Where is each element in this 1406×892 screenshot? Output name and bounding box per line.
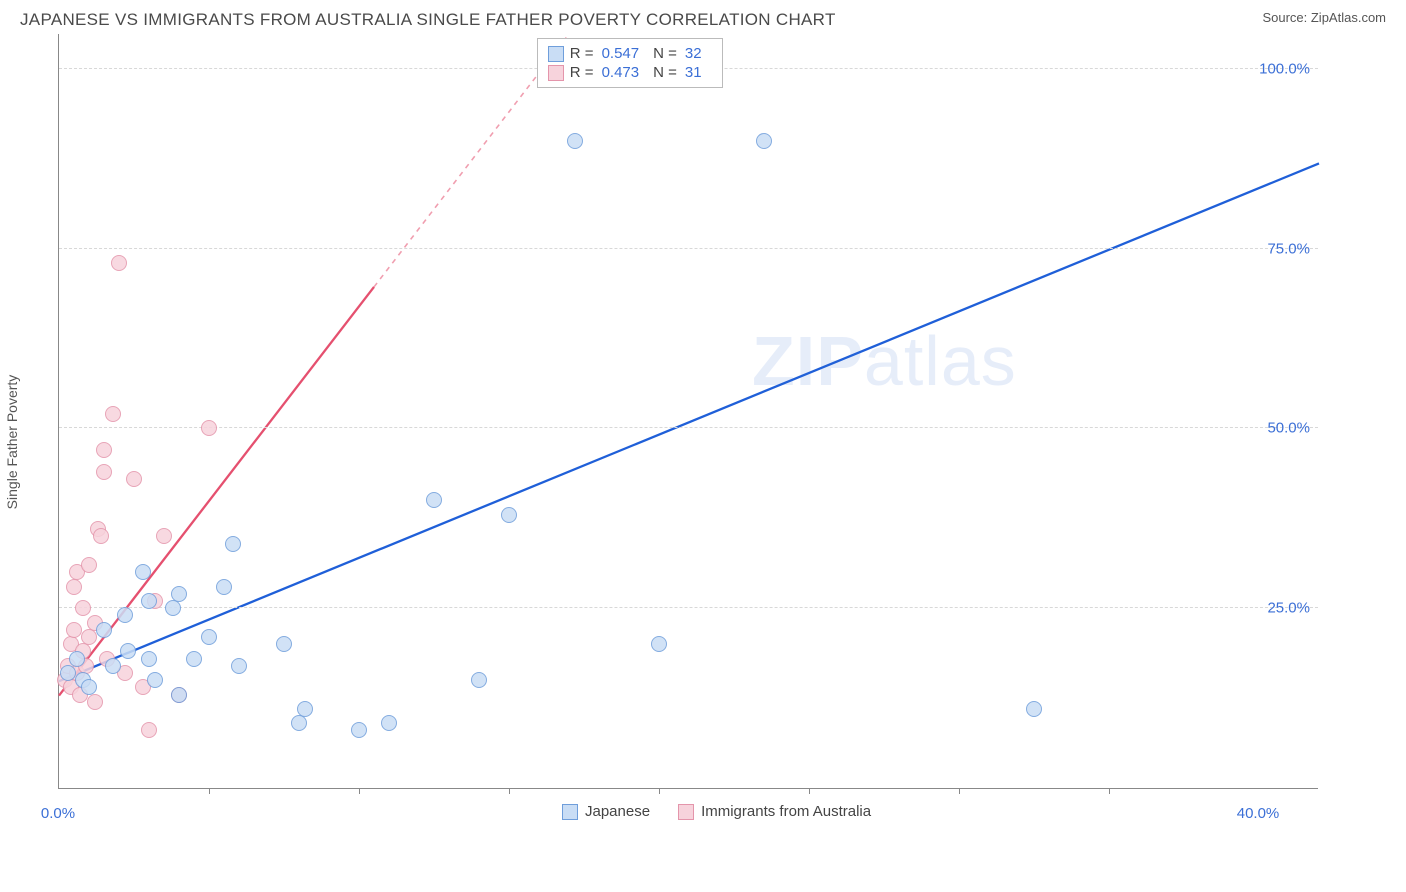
data-point bbox=[351, 722, 367, 738]
x-tick bbox=[209, 788, 210, 794]
correlation-legend: R = 0.547 N = 32 R = 0.473 N = 31 bbox=[537, 38, 723, 88]
data-point bbox=[93, 528, 109, 544]
data-point bbox=[117, 607, 133, 623]
y-tick-label: 75.0% bbox=[1267, 240, 1310, 257]
gridline-horizontal bbox=[59, 607, 1318, 608]
series-legend-item: Japanese bbox=[562, 803, 650, 820]
data-point bbox=[171, 687, 187, 703]
data-point bbox=[165, 600, 181, 616]
data-point bbox=[81, 557, 97, 573]
x-tick bbox=[809, 788, 810, 794]
data-point bbox=[96, 464, 112, 480]
data-point bbox=[81, 629, 97, 645]
data-point bbox=[69, 651, 85, 667]
correlation-legend-row: R = 0.473 N = 31 bbox=[548, 63, 710, 82]
data-point bbox=[141, 651, 157, 667]
gridline-horizontal bbox=[59, 248, 1318, 249]
chart-area: Single Father Poverty ZIPatlas 25.0%50.0… bbox=[20, 34, 1386, 849]
data-point bbox=[147, 672, 163, 688]
data-point bbox=[426, 492, 442, 508]
x-tick bbox=[359, 788, 360, 794]
data-point bbox=[120, 643, 136, 659]
watermark-bold: ZIP bbox=[752, 322, 864, 400]
x-tick bbox=[1109, 788, 1110, 794]
data-point bbox=[201, 629, 217, 645]
r-value: 0.547 bbox=[600, 45, 648, 62]
data-point bbox=[66, 579, 82, 595]
data-point bbox=[105, 406, 121, 422]
legend-swatch bbox=[562, 804, 578, 820]
n-label: N = bbox=[653, 64, 677, 81]
data-point bbox=[231, 658, 247, 674]
y-tick-label: 50.0% bbox=[1267, 420, 1310, 437]
legend-swatch bbox=[548, 46, 564, 62]
data-point bbox=[66, 622, 82, 638]
data-point bbox=[225, 536, 241, 552]
data-point bbox=[381, 715, 397, 731]
data-point bbox=[75, 600, 91, 616]
data-point bbox=[156, 528, 172, 544]
trend-line-solid bbox=[59, 163, 1319, 681]
data-point bbox=[111, 255, 127, 271]
n-label: N = bbox=[653, 45, 677, 62]
data-point bbox=[186, 651, 202, 667]
x-tick bbox=[659, 788, 660, 794]
watermark: ZIPatlas bbox=[752, 321, 1017, 401]
data-point bbox=[96, 622, 112, 638]
data-point bbox=[1026, 701, 1042, 717]
y-tick-label: 25.0% bbox=[1267, 600, 1310, 617]
correlation-legend-row: R = 0.547 N = 32 bbox=[548, 44, 710, 63]
data-point bbox=[216, 579, 232, 595]
x-tick-label: 0.0% bbox=[41, 805, 75, 822]
title-bar: JAPANESE VS IMMIGRANTS FROM AUSTRALIA SI… bbox=[0, 0, 1406, 34]
data-point bbox=[141, 593, 157, 609]
series-legend: Japanese Immigrants from Australia bbox=[562, 803, 871, 820]
legend-swatch bbox=[678, 804, 694, 820]
series-legend-item: Immigrants from Australia bbox=[678, 803, 871, 820]
x-tick-label: 40.0% bbox=[1237, 805, 1280, 822]
data-point bbox=[135, 564, 151, 580]
data-point bbox=[87, 694, 103, 710]
data-point bbox=[501, 507, 517, 523]
legend-swatch bbox=[548, 65, 564, 81]
data-point bbox=[141, 722, 157, 738]
gridline-horizontal bbox=[59, 427, 1318, 428]
data-point bbox=[201, 420, 217, 436]
data-point bbox=[276, 636, 292, 652]
data-point bbox=[756, 133, 772, 149]
series-legend-label: Immigrants from Australia bbox=[701, 803, 871, 820]
x-tick bbox=[509, 788, 510, 794]
y-tick-label: 100.0% bbox=[1259, 60, 1310, 77]
r-label: R = bbox=[570, 45, 594, 62]
data-point bbox=[471, 672, 487, 688]
data-point bbox=[126, 471, 142, 487]
plot-region: ZIPatlas 25.0% 50.0% 75.0% 100.0% bbox=[58, 34, 1318, 789]
data-point bbox=[81, 679, 97, 695]
x-tick bbox=[959, 788, 960, 794]
data-point bbox=[171, 586, 187, 602]
r-label: R = bbox=[570, 64, 594, 81]
n-value: 31 bbox=[683, 64, 710, 81]
source-attribution: Source: ZipAtlas.com bbox=[1262, 10, 1386, 25]
data-point bbox=[651, 636, 667, 652]
trend-lines-layer bbox=[59, 34, 1319, 789]
data-point bbox=[567, 133, 583, 149]
data-point bbox=[60, 665, 76, 681]
watermark-rest: atlas bbox=[864, 322, 1017, 400]
data-point bbox=[96, 442, 112, 458]
data-point bbox=[297, 701, 313, 717]
data-point bbox=[291, 715, 307, 731]
data-point bbox=[105, 658, 121, 674]
n-value: 32 bbox=[683, 45, 710, 62]
series-legend-label: Japanese bbox=[585, 803, 650, 820]
r-value: 0.473 bbox=[600, 64, 648, 81]
y-axis-label: Single Father Poverty bbox=[4, 374, 20, 509]
chart-title: JAPANESE VS IMMIGRANTS FROM AUSTRALIA SI… bbox=[20, 10, 836, 30]
